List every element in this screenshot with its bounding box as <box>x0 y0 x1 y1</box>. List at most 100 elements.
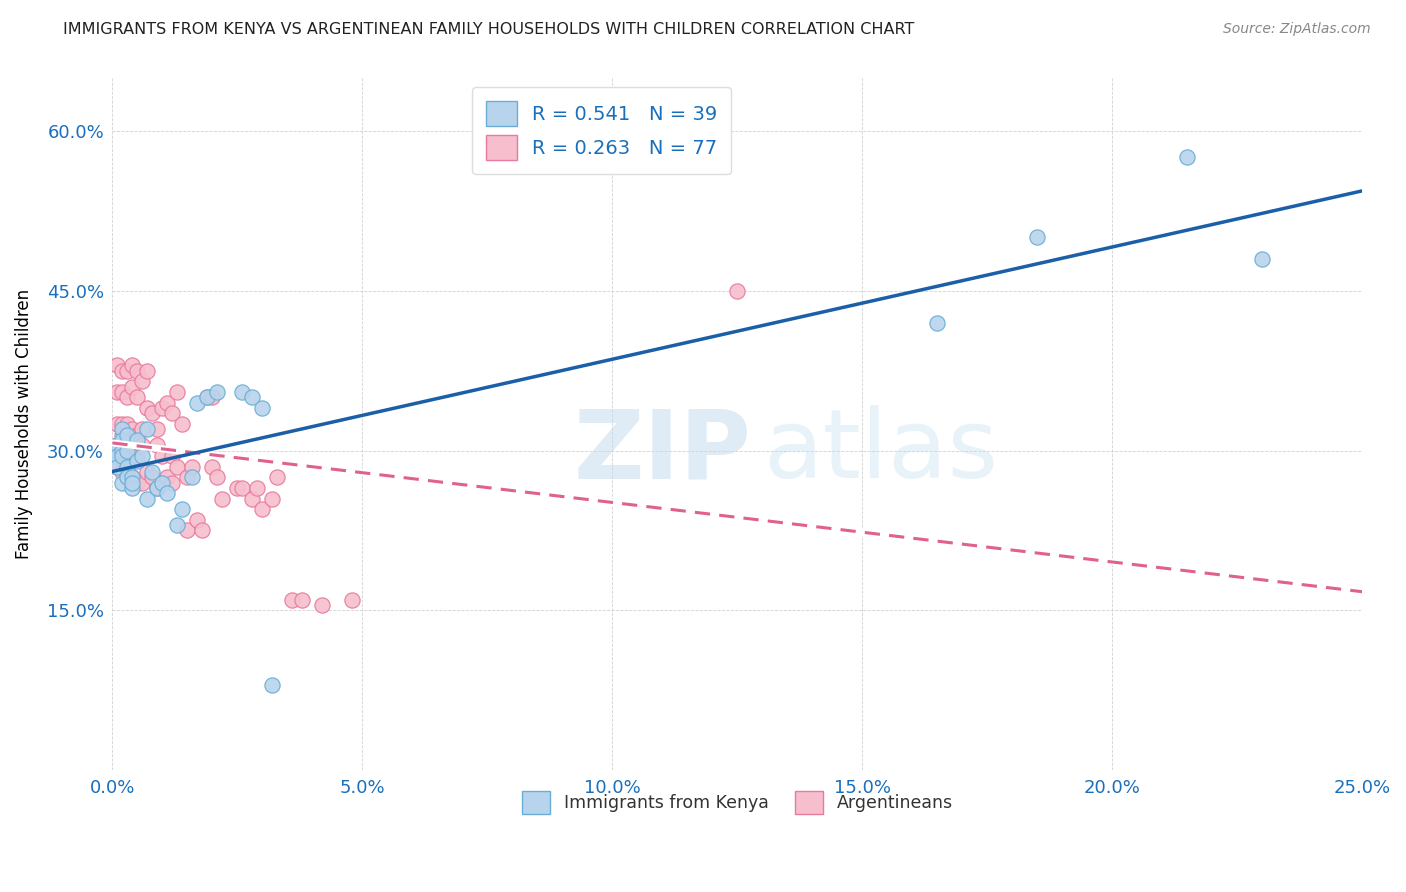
Point <box>111 449 134 463</box>
Point <box>117 470 139 484</box>
Point <box>111 465 134 479</box>
Point <box>121 470 143 484</box>
Point <box>117 443 139 458</box>
Point <box>927 316 949 330</box>
Point <box>342 592 364 607</box>
Point <box>111 417 134 431</box>
Point <box>150 449 173 463</box>
Point <box>121 481 143 495</box>
Point <box>262 678 284 692</box>
Point <box>156 395 179 409</box>
Point <box>127 475 149 490</box>
Point <box>176 524 198 538</box>
Point <box>105 459 128 474</box>
Point <box>121 470 143 484</box>
Legend: Immigrants from Kenya, Argentineans: Immigrants from Kenya, Argentineans <box>512 780 963 824</box>
Point <box>252 401 274 415</box>
Point <box>127 390 149 404</box>
Point <box>117 390 139 404</box>
Point <box>121 475 143 490</box>
Point <box>105 358 128 372</box>
Text: IMMIGRANTS FROM KENYA VS ARGENTINEAN FAMILY HOUSEHOLDS WITH CHILDREN CORRELATION: IMMIGRANTS FROM KENYA VS ARGENTINEAN FAM… <box>63 22 915 37</box>
Point <box>121 379 143 393</box>
Point <box>117 438 139 452</box>
Point <box>186 395 208 409</box>
Point <box>207 384 229 399</box>
Point <box>246 481 269 495</box>
Point <box>117 417 139 431</box>
Point <box>121 449 143 463</box>
Point <box>127 433 149 447</box>
Point <box>231 384 253 399</box>
Point <box>131 438 153 452</box>
Point <box>150 475 173 490</box>
Point <box>146 438 169 452</box>
Point <box>117 459 139 474</box>
Point <box>131 475 153 490</box>
Point <box>131 374 153 388</box>
Point <box>117 459 139 474</box>
Point <box>262 491 284 506</box>
Point <box>111 438 134 452</box>
Point <box>281 592 304 607</box>
Point <box>162 449 184 463</box>
Point <box>162 406 184 420</box>
Point <box>111 384 134 399</box>
Point <box>127 363 149 377</box>
Point <box>127 449 149 463</box>
Point <box>111 363 134 377</box>
Point <box>181 470 204 484</box>
Text: atlas: atlas <box>763 405 998 498</box>
Point <box>131 449 153 463</box>
Point <box>136 363 159 377</box>
Point <box>266 470 288 484</box>
Point <box>111 475 134 490</box>
Point <box>156 486 179 500</box>
Point <box>105 449 128 463</box>
Point <box>201 390 224 404</box>
Point <box>195 390 218 404</box>
Point <box>111 443 134 458</box>
Point <box>111 433 134 447</box>
Point <box>166 518 188 533</box>
Point <box>231 481 253 495</box>
Point <box>195 390 218 404</box>
Point <box>146 481 169 495</box>
Point <box>207 470 229 484</box>
Point <box>117 363 139 377</box>
Point <box>136 401 159 415</box>
Point <box>136 422 159 436</box>
Point <box>121 422 143 436</box>
Point <box>156 470 179 484</box>
Point <box>105 384 128 399</box>
Point <box>1177 150 1199 164</box>
Point <box>105 438 128 452</box>
Point <box>291 592 314 607</box>
Y-axis label: Family Households with Children: Family Households with Children <box>15 289 32 559</box>
Point <box>172 502 194 516</box>
Point <box>141 470 163 484</box>
Point <box>136 465 159 479</box>
Point <box>131 422 153 436</box>
Point <box>127 427 149 442</box>
Point <box>311 598 333 612</box>
Point <box>201 459 224 474</box>
Point <box>226 481 249 495</box>
Point <box>105 449 128 463</box>
Point <box>186 513 208 527</box>
Point <box>166 459 188 474</box>
Point <box>127 454 149 468</box>
Point <box>105 459 128 474</box>
Point <box>141 406 163 420</box>
Point <box>211 491 233 506</box>
Point <box>162 475 184 490</box>
Point <box>146 422 169 436</box>
Point <box>105 417 128 431</box>
Point <box>105 438 128 452</box>
Point <box>111 427 134 442</box>
Point <box>191 524 214 538</box>
Point <box>111 422 134 436</box>
Point <box>172 417 194 431</box>
Point <box>181 459 204 474</box>
Point <box>117 470 139 484</box>
